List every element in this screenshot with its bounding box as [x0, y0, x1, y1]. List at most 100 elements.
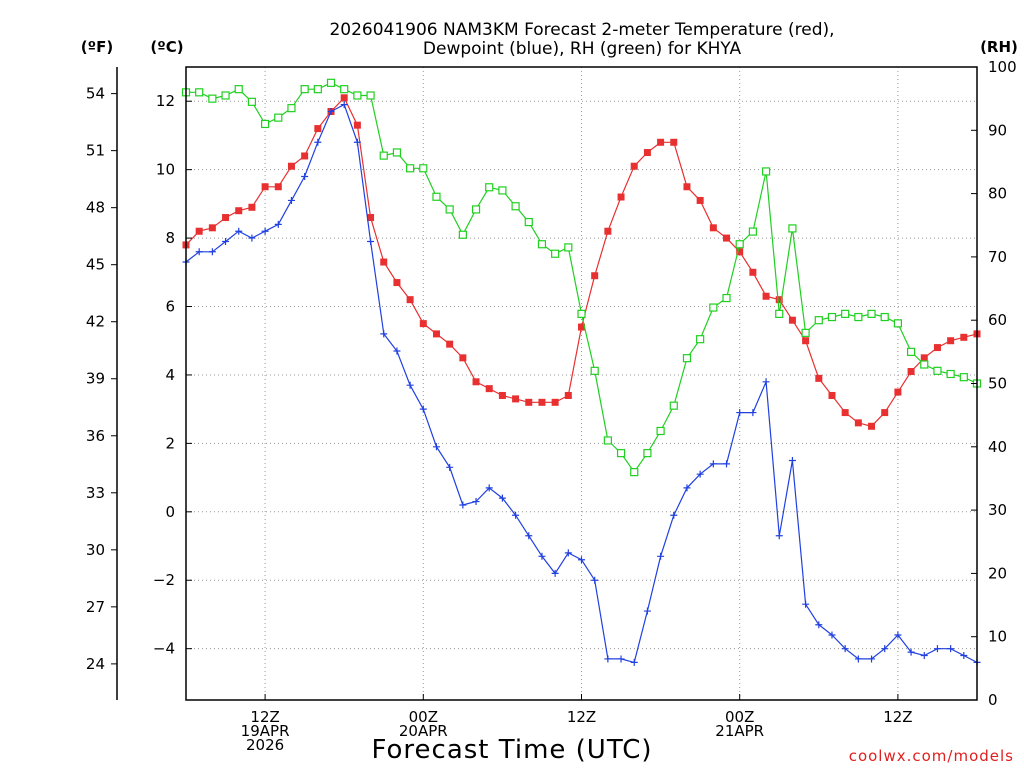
dewpoint-point: [591, 576, 599, 584]
fahrenheit-tick-label: 33: [86, 484, 105, 502]
2-meter-temperature-point: [551, 398, 559, 406]
2-meter-temperature-point: [604, 227, 612, 235]
rh-point: [551, 249, 560, 258]
rh-tick-label: 30: [988, 501, 1007, 519]
rh-point: [247, 97, 257, 106]
dewpoint-point: [314, 138, 322, 146]
rh-point: [234, 85, 243, 94]
2-meter-temperature-point: [261, 183, 269, 191]
x-tick-label: 12Z: [567, 708, 596, 726]
rh-point: [366, 91, 375, 100]
credit-text: coolwx.com/models: [849, 747, 1014, 765]
dewpoint-point: [353, 138, 361, 146]
rh-tick-label: 60: [988, 311, 1007, 329]
dewpoint-point: [881, 645, 889, 653]
dewpoint-point: [222, 238, 230, 246]
celsius-tick-label: 2: [165, 434, 175, 452]
dewpoint-point: [446, 463, 454, 471]
fahrenheit-tick-label: 45: [86, 256, 105, 274]
rh-point: [920, 360, 929, 369]
dewpoint-point: [762, 378, 770, 386]
rh-point: [326, 78, 336, 87]
2-meter-temperature-point: [894, 388, 902, 396]
dewpoint-point: [393, 347, 401, 355]
rh-point: [577, 309, 586, 318]
dewpoint-point: [854, 655, 862, 663]
dewpoint-point: [380, 330, 388, 338]
2-meter-temperature-point: [881, 409, 889, 417]
2-meter-temperature-point: [353, 121, 361, 129]
celsius-tick-label: 12: [156, 92, 175, 110]
fahrenheit-tick-label: 39: [86, 370, 105, 388]
rh-point: [261, 119, 270, 129]
rh-point: [221, 91, 230, 100]
dewpoint-point: [670, 511, 678, 519]
rh-point: [867, 309, 876, 318]
2-meter-temperature-point: [538, 398, 546, 406]
2-meter-temperature-point: [630, 162, 638, 170]
2-meter-temperature-point: [314, 125, 322, 133]
x-tick-label: 21APR: [715, 722, 764, 740]
rh-tick-label: 90: [988, 121, 1007, 139]
2-meter-temperature-point: [762, 292, 770, 300]
rh-point: [748, 227, 757, 236]
rh-point: [432, 192, 441, 201]
celsius-tick-label: −2: [153, 571, 175, 589]
rh-point: [946, 369, 955, 379]
dewpoint-point: [498, 494, 506, 502]
2-meter-temperature-point: [828, 391, 836, 399]
rh-point: [537, 240, 547, 249]
rh-point: [616, 449, 626, 458]
dewpoint-point: [630, 658, 638, 666]
dewpoint-point: [828, 631, 836, 639]
2-meter-temperature-point: [854, 419, 862, 427]
rh-point: [485, 183, 494, 192]
rh-point: [893, 319, 903, 328]
rh-point: [933, 366, 942, 375]
rh-point: [788, 224, 797, 233]
x-tick-label: 00Z: [725, 708, 754, 726]
fahrenheit-tick-label: 36: [86, 427, 105, 445]
2-meter-temperature-point: [195, 227, 203, 235]
2-meter-temperature-point: [380, 258, 388, 266]
dewpoint-point: [261, 227, 269, 235]
fahrenheit-tick-label: 30: [86, 541, 105, 559]
rh-point: [392, 148, 402, 157]
x-tick-label: 2026: [246, 736, 284, 754]
dewpoint-point: [657, 552, 665, 560]
2-meter-temperature-point: [696, 196, 704, 204]
dewpoint-point: [564, 549, 572, 557]
dewpoint-point: [578, 556, 585, 564]
x-axis-label: Forecast Time (UTC): [371, 735, 652, 765]
2-meter-temperature-point: [749, 268, 757, 276]
2-meter-temperature-point: [709, 224, 717, 232]
rh-tick-label: 70: [988, 248, 1007, 266]
2-meter-temperature-point: [472, 378, 480, 386]
rh-point: [498, 186, 507, 195]
dewpoint-point: [340, 101, 348, 109]
2-meter-temperature-point: [670, 138, 678, 146]
2-meter-temperature-point: [591, 272, 599, 280]
rh-point: [445, 205, 454, 214]
x-tick-label: 12Z: [250, 708, 279, 726]
rh-point: [458, 230, 467, 239]
rh-point: [524, 217, 533, 227]
x-tick-label: 19APR: [241, 722, 290, 740]
x-tick-label: 12Z: [883, 708, 912, 726]
2-meter-temperature-point: [525, 398, 533, 406]
dewpoint-point: [208, 248, 216, 256]
dewpoint-point: [920, 652, 928, 660]
rh-point: [313, 85, 322, 94]
2-meter-temperature-point: [248, 203, 256, 211]
rh-tick-label: 0: [988, 691, 998, 709]
2-meter-temperature-point: [960, 333, 968, 341]
dewpoint-point: [301, 172, 309, 180]
fahrenheit-tick-label: 42: [86, 313, 105, 331]
celsius-tick-label: 10: [156, 161, 175, 179]
2-meter-temperature-point: [498, 391, 506, 399]
2-meter-temperature-point: [736, 248, 744, 256]
rh-point: [379, 151, 388, 160]
celsius-tick-label: 0: [165, 503, 175, 521]
rh-point: [841, 309, 850, 318]
dewpoint-point: [327, 107, 335, 115]
